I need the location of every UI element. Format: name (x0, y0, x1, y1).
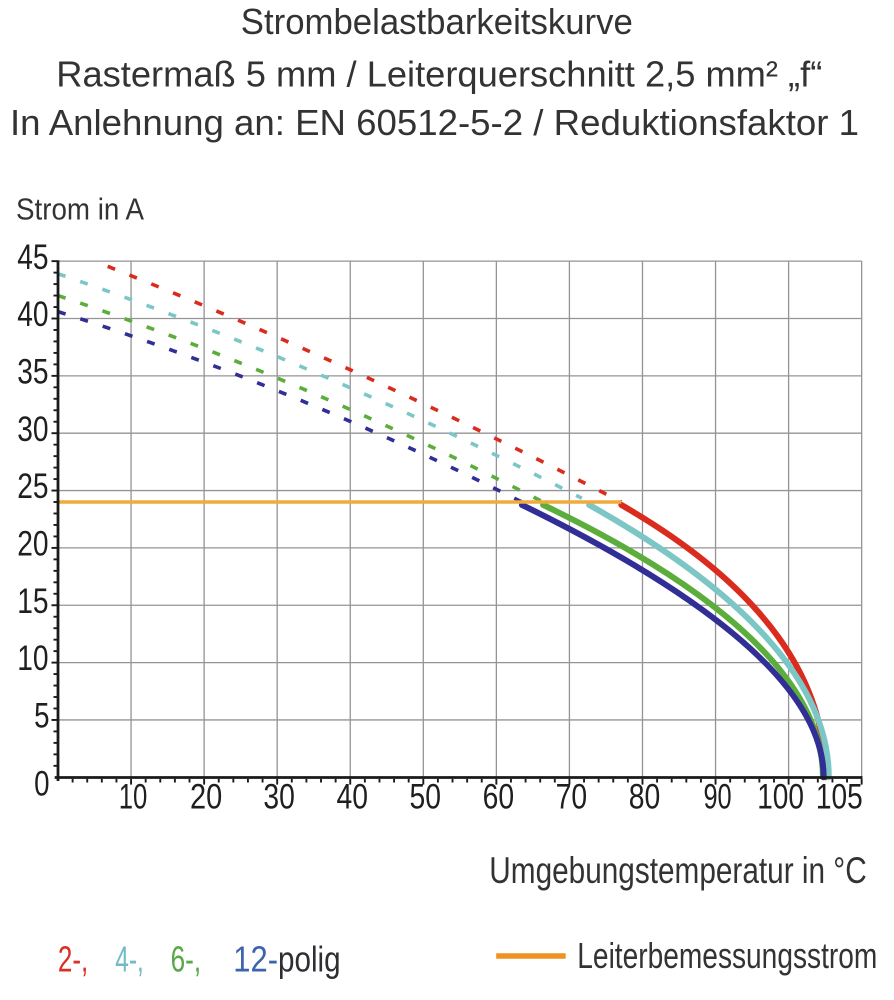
svg-text:2-,: 2-, (58, 939, 88, 980)
svg-text:30: 30 (263, 777, 295, 817)
svg-text:15: 15 (17, 581, 48, 621)
svg-text:Leiterbemessungsstrom: Leiterbemessungsstrom (577, 935, 877, 976)
svg-text:polig: polig (278, 939, 341, 980)
svg-text:In Anlehnung an: EN 60512-5-2: In Anlehnung an: EN 60512-5-2 / Reduktio… (10, 102, 859, 143)
svg-text:0: 0 (34, 763, 49, 803)
svg-text:10: 10 (17, 638, 48, 678)
svg-text:25: 25 (17, 466, 48, 506)
svg-text:6-,: 6-, (171, 939, 202, 980)
svg-text:Rastermaß 5 mm / Leiterquersch: Rastermaß 5 mm / Leiterquerschnitt 2,5 m… (56, 53, 822, 94)
svg-text:40: 40 (17, 294, 48, 334)
svg-text:12-: 12- (233, 939, 278, 980)
svg-text:20: 20 (17, 524, 48, 564)
svg-text:Strom in A: Strom in A (16, 193, 145, 227)
svg-text:45: 45 (17, 237, 48, 277)
svg-text:Umgebungstemperatur in °C: Umgebungstemperatur in °C (489, 850, 866, 891)
svg-text:40: 40 (336, 777, 368, 817)
svg-text:20: 20 (190, 777, 222, 817)
svg-text:70: 70 (556, 777, 588, 817)
svg-text:Strombelastbarkeitskurve: Strombelastbarkeitskurve (241, 1, 633, 42)
svg-text:50: 50 (410, 777, 442, 817)
svg-text:10: 10 (119, 777, 148, 817)
svg-text:80: 80 (629, 777, 661, 817)
svg-text:60: 60 (483, 777, 515, 817)
svg-text:100: 100 (757, 777, 804, 817)
svg-text:35: 35 (17, 351, 48, 391)
svg-text:5: 5 (34, 696, 49, 736)
svg-text:90: 90 (703, 777, 731, 817)
svg-text:30: 30 (17, 409, 48, 449)
svg-text:4-,: 4-, (115, 939, 144, 980)
svg-text:105: 105 (816, 777, 863, 817)
